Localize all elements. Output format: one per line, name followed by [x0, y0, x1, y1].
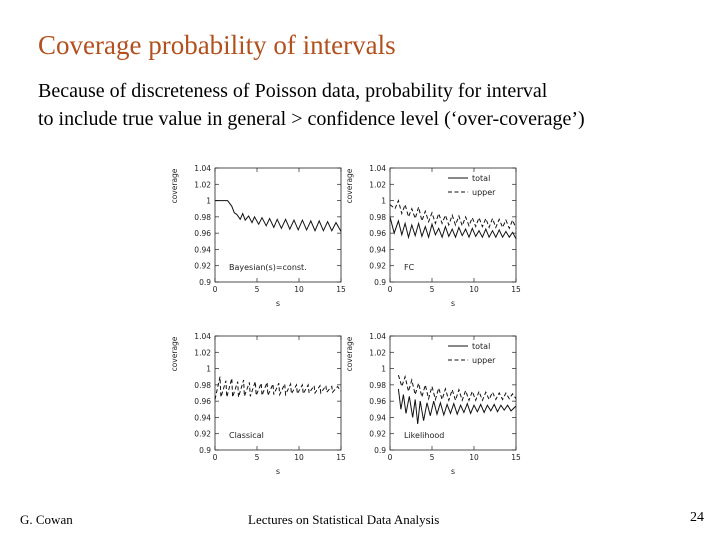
x-tick-label: 0 [388, 453, 393, 462]
x-tick-label: 10 [294, 285, 304, 294]
y-tick-label: 1.04 [194, 164, 211, 173]
y-tick-label: 1 [206, 365, 211, 374]
coverage-figure: 0.9 0.92 0.94 0.96 0.98 1 1.02 1.04 0 5 10 15 s cover… [165, 156, 535, 486]
x-tick-label: 5 [255, 285, 260, 294]
series-line-series-1 [215, 200, 342, 232]
y-tick-label: 1.02 [194, 348, 211, 357]
y-axis-label: coverage [345, 336, 354, 371]
plot-frame-1 [214, 167, 342, 283]
y-tick-label: 0.94 [194, 413, 211, 422]
y-tick-label: 0.98 [194, 213, 211, 222]
y-tick-label: 1.02 [369, 348, 386, 357]
legend-label-upper: upper [472, 188, 496, 197]
x-tick-label: 15 [511, 285, 521, 294]
y-tick-label: 0.96 [369, 397, 386, 406]
footer-page-number: 24 [690, 510, 704, 525]
y-tick-label: 0.92 [369, 262, 386, 271]
legend-label-upper: upper [472, 356, 496, 365]
y-tick-label: 1.02 [369, 180, 386, 189]
plot-frame-2 [389, 167, 517, 283]
x-tick-label: 5 [430, 453, 435, 462]
x-tick-label: 10 [294, 453, 304, 462]
x-tick-label: 0 [388, 285, 393, 294]
series-line-total [389, 216, 517, 240]
panel-annotation: Likelihood [404, 431, 444, 440]
x-tick-label: 5 [430, 285, 435, 294]
y-tick-label: 1.04 [194, 332, 211, 341]
subtitle-line-1: Because of discreteness of Poisson data,… [38, 80, 548, 102]
y-axis-label: coverage [170, 336, 179, 371]
series-line-upper [389, 199, 517, 230]
x-tick-label: 0 [213, 285, 218, 294]
legend-label-total: total [472, 342, 490, 351]
footer-course: Lectures on Statistical Data Analysis [248, 512, 440, 527]
y-tick-label: 0.94 [369, 245, 386, 254]
y-axis-label: coverage [170, 168, 179, 203]
series-line-total [397, 388, 517, 424]
x-tick-label: 15 [511, 453, 521, 462]
x-axis-label: s [276, 467, 280, 476]
plot-frame-3 [214, 335, 342, 451]
y-tick-label: 1.02 [194, 180, 211, 189]
y-tick-label: 0.9 [374, 278, 386, 287]
x-axis-label: s [451, 299, 455, 308]
x-tick-label: 10 [469, 285, 479, 294]
x-tick-label: 15 [336, 453, 346, 462]
x-axis-label: s [276, 299, 280, 308]
legend-label-total: total [472, 174, 490, 183]
y-tick-label: 0.98 [369, 213, 386, 222]
x-tick-label: 5 [255, 453, 260, 462]
x-tick-label: 10 [469, 453, 479, 462]
y-tick-label: 0.96 [194, 397, 211, 406]
x-tick-label: 0 [213, 453, 218, 462]
y-tick-label: 1 [206, 197, 211, 206]
series-line-series-1 [214, 376, 342, 400]
y-tick-label: 0.92 [194, 262, 211, 271]
panel-annotation: FC [404, 263, 415, 272]
y-tick-label: 0.96 [369, 229, 386, 238]
y-tick-label: 1.04 [369, 164, 386, 173]
y-tick-label: 0.94 [194, 245, 211, 254]
panel-annotation: Bayesian(s)=const. [229, 263, 307, 272]
y-tick-label: 0.9 [374, 446, 386, 455]
y-tick-label: 0.92 [194, 430, 211, 439]
series-line-upper [397, 374, 517, 402]
slide-title: Coverage probability of intervals [38, 30, 396, 60]
subtitle-line-2: to include true value in general > confi… [38, 108, 585, 130]
plot-frame-4 [389, 335, 517, 451]
y-tick-label: 0.94 [369, 413, 386, 422]
y-axis-label: coverage [345, 168, 354, 203]
y-tick-label: 0.9 [199, 446, 211, 455]
y-tick-label: 1.04 [369, 332, 386, 341]
y-tick-label: 0.98 [369, 381, 386, 390]
y-tick-label: 0.96 [194, 229, 211, 238]
y-tick-label: 0.92 [369, 430, 386, 439]
y-tick-label: 1 [381, 365, 386, 374]
footer-author: G. Cowan [20, 512, 73, 527]
panel-annotation: Classical [229, 431, 264, 440]
x-axis-label: s [451, 467, 455, 476]
y-tick-label: 0.98 [194, 381, 211, 390]
x-tick-label: 15 [336, 285, 346, 294]
y-tick-label: 1 [381, 197, 386, 206]
y-tick-label: 0.9 [199, 278, 211, 287]
